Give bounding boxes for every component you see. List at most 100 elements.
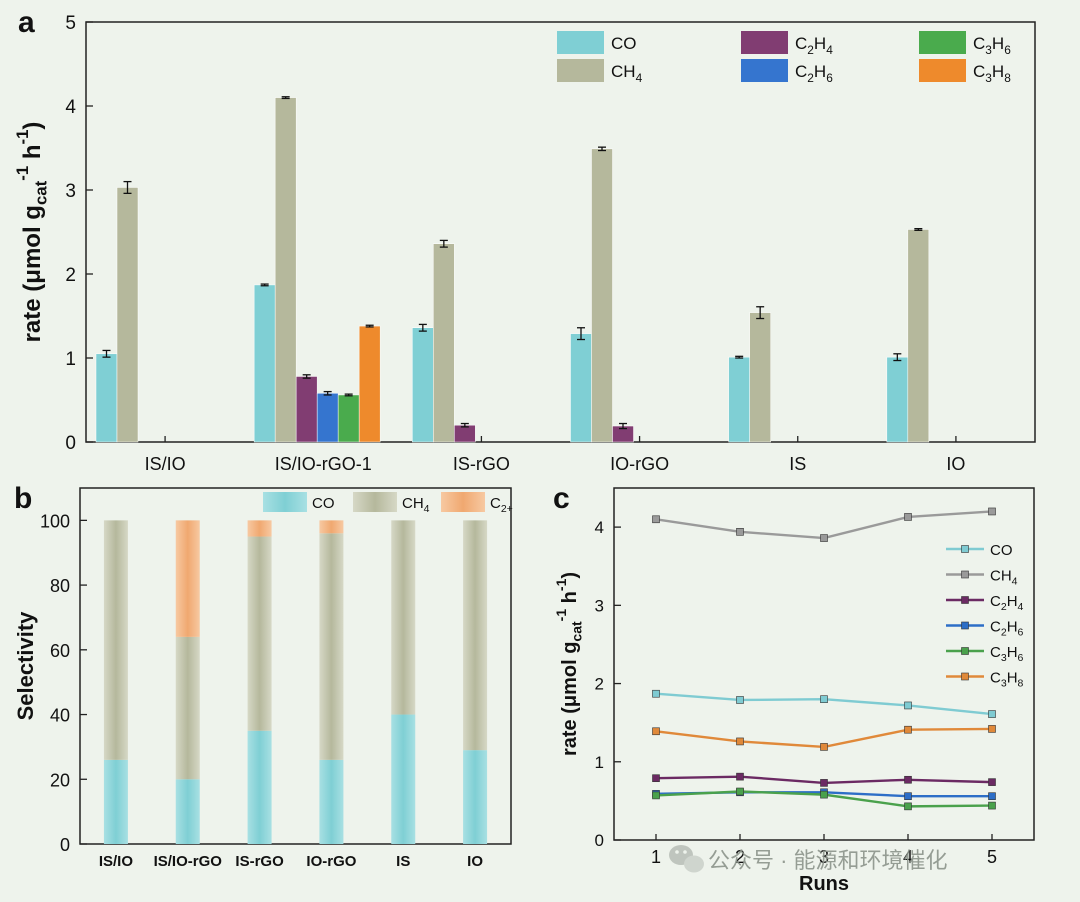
bar-CH4 xyxy=(274,97,297,443)
legend-swatch-CH4 xyxy=(353,492,397,512)
point-C2H4 xyxy=(652,774,660,783)
legend-swatch-C2plus xyxy=(441,492,485,512)
point-C2H4 xyxy=(904,775,912,784)
legend-label-C2H4: C2H4 xyxy=(990,593,1024,613)
bar-CH4 xyxy=(591,148,613,443)
ytick-label-a: 5 xyxy=(65,13,76,34)
legend-swatch-C3H6 xyxy=(919,31,966,54)
ytick-label-c: 1 xyxy=(595,753,604,772)
stack-C2plus xyxy=(175,520,200,637)
point-C3H6 xyxy=(736,787,744,796)
xtick-label-c: 1 xyxy=(651,847,661,867)
stack-CO xyxy=(463,750,488,844)
point-C2H4 xyxy=(820,779,828,787)
bar-C2H6 xyxy=(316,393,339,443)
category-label-b: IS xyxy=(396,853,410,870)
legend-swatch-CH4 xyxy=(557,59,604,82)
ytick-label-b: 40 xyxy=(50,706,70,726)
legend-label-C2H6: C2H6 xyxy=(990,619,1024,639)
category-label-a: IS-rGO xyxy=(453,454,510,474)
point-C3H8 xyxy=(904,725,912,734)
legend-marker-C3H6 xyxy=(961,647,969,655)
legend-label-CH4: CH4 xyxy=(990,568,1018,588)
point-CO xyxy=(736,696,744,704)
point-CH4 xyxy=(988,507,996,516)
chart-a: 0 1 2 3 4 5 rate (μmol gcat-1 h-1) IS/IO IS/IO-r… xyxy=(13,13,1036,474)
bar-CH4 xyxy=(907,229,930,443)
point-C2H6 xyxy=(988,792,996,800)
point-C3H6 xyxy=(820,790,828,799)
legend-marker-C2H6 xyxy=(961,621,969,630)
bar-CO xyxy=(95,353,118,443)
point-CH4 xyxy=(904,513,912,521)
stack-C2plus xyxy=(247,520,272,537)
legend-swatch-CO xyxy=(263,492,307,512)
legend-label-C3H6: C3H6 xyxy=(990,644,1024,664)
legend-label-CO: CO xyxy=(312,495,335,512)
point-C2H4 xyxy=(988,778,996,786)
ylabel-c: rate (μmol gcat-1 h-1) xyxy=(553,572,585,756)
ytick-label-c: 4 xyxy=(595,518,604,537)
point-C3H6 xyxy=(904,802,912,811)
bar-CO xyxy=(570,333,592,443)
ytick-label-a: 4 xyxy=(65,97,76,118)
plot-frame-b xyxy=(79,487,512,845)
bar-CO xyxy=(886,356,909,443)
legend-swatch-CO xyxy=(557,31,604,54)
legend-swatch-C2H4 xyxy=(741,31,788,54)
legend-label-CO: CO xyxy=(611,34,637,53)
bar-C2H4 xyxy=(295,376,318,443)
ytick-label-b: 20 xyxy=(50,770,70,790)
legend-label-CH4: CH4 xyxy=(611,62,643,85)
category-label-b: IS-rGO xyxy=(235,853,284,870)
legend-label-C2H4: C2H4 xyxy=(795,34,833,57)
bar-C2H4 xyxy=(454,424,476,443)
ytick-label-b: 80 xyxy=(50,576,70,596)
ytick-label-a: 0 xyxy=(65,433,76,454)
ytick-label-b: 0 xyxy=(60,835,70,855)
legend-label-CH4: CH4 xyxy=(402,495,430,515)
category-label-a: IS/IO-rGO-1 xyxy=(275,454,372,474)
ytick-label-a: 1 xyxy=(65,349,76,370)
legend-marker-C2H4 xyxy=(961,596,969,604)
category-label-a: IO xyxy=(946,454,965,474)
panel-label-b: b xyxy=(14,482,32,515)
point-C3H8 xyxy=(820,743,828,751)
legend-marker-C3H8 xyxy=(961,672,969,681)
legend-label-C2H6: C2H6 xyxy=(795,62,833,85)
point-CO xyxy=(988,710,996,718)
watermark: 公众号 · 能源和环境催化 xyxy=(669,845,948,873)
point-C2H6 xyxy=(904,792,912,800)
bar-CO xyxy=(253,284,276,443)
xtick-label-c: 2 xyxy=(735,847,745,867)
stack-CO xyxy=(391,714,416,844)
ylabel-b: Selectivity xyxy=(13,611,38,721)
xtick-label-c: 5 xyxy=(987,847,997,867)
point-CH4 xyxy=(736,528,744,536)
stack-CO xyxy=(319,759,344,844)
category-label-b: IS/IO-rGO xyxy=(154,853,223,870)
category-label-b: IO xyxy=(467,853,483,870)
ytick-label-a: 3 xyxy=(65,181,76,202)
panel-label-a: a xyxy=(18,6,35,39)
point-C3H6 xyxy=(988,801,996,810)
point-CH4 xyxy=(820,534,828,542)
chart-b: 0 20 40 60 80 100 Selectivity IS/IO IS/IO-rGO IS-… xyxy=(13,487,513,870)
stack-CH4 xyxy=(463,520,488,751)
xtick-label-c: 3 xyxy=(819,847,829,867)
legend-marker-CH4 xyxy=(961,570,969,579)
ylabel-a: rate (μmol gcat-1 h-1) xyxy=(13,122,51,343)
watermark-text: 公众号 · 能源和环境催化 xyxy=(708,848,948,873)
bar-CO xyxy=(412,327,434,443)
stack-CO xyxy=(247,730,272,844)
stack-CH4 xyxy=(391,520,416,715)
legend-swatch-C3H8 xyxy=(919,59,966,82)
bar-CH4 xyxy=(433,243,455,443)
plot-frame-a xyxy=(85,21,1036,443)
stack-C2plus xyxy=(319,520,344,534)
point-CO xyxy=(820,695,828,704)
legend-label-C3H6: C3H6 xyxy=(973,34,1011,57)
point-C3H8 xyxy=(652,727,660,736)
chart-c: 0 1 2 3 4 1 2 3 4 5 Runs rate (μmol gcat-1 h-1) CO CH… xyxy=(553,487,1035,895)
